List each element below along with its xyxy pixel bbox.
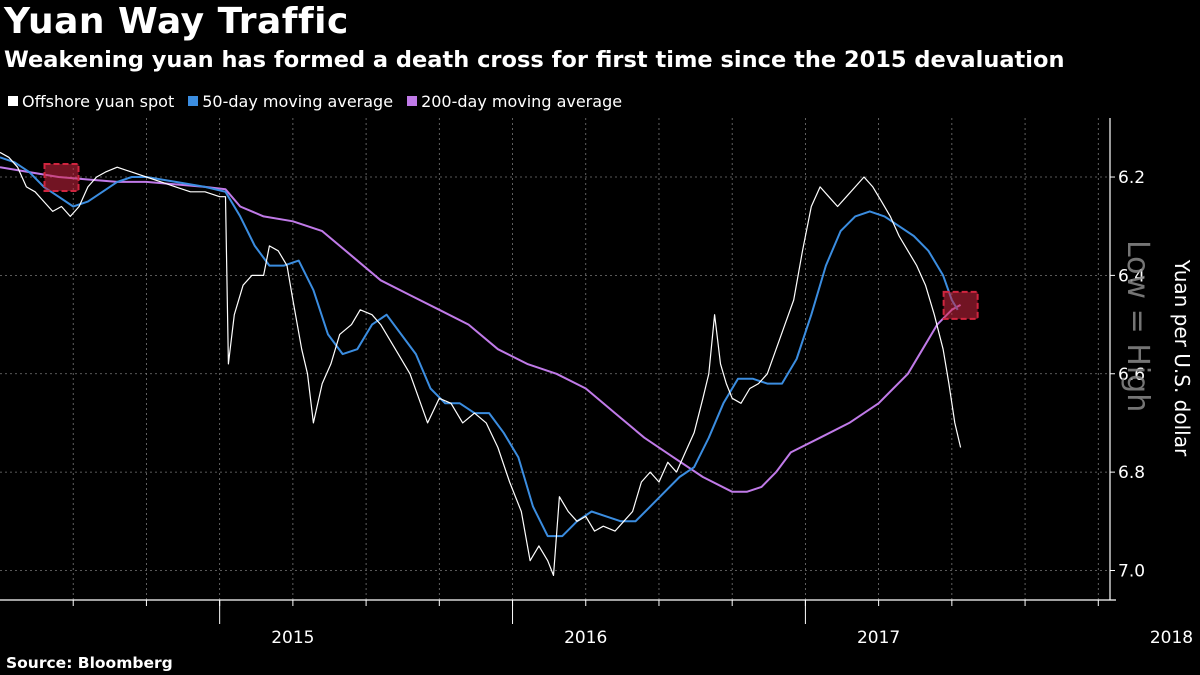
page-subtitle: Weakening yuan has formed a death cross … xyxy=(4,47,1065,73)
x-tick-label: 2018 xyxy=(1150,628,1193,648)
x-tick-label: 2017 xyxy=(857,628,900,648)
x-tick-label: 2015 xyxy=(271,628,314,648)
death-cross-marker-2 xyxy=(942,290,979,320)
legend-label-spot: Offshore yuan spot xyxy=(22,91,175,111)
y-tick-label: 6.4 xyxy=(1118,266,1145,286)
x-tick-label: 2016 xyxy=(564,628,607,648)
page-title: Yuan Way Traffic xyxy=(4,1,349,42)
death-cross-marker-1 xyxy=(43,163,80,193)
series-line-ma50 xyxy=(0,156,959,538)
series-line-ma200 xyxy=(0,166,962,493)
legend: Offshore yuan spot 50-day moving average… xyxy=(8,90,636,112)
legend-item-spot: Offshore yuan spot xyxy=(8,92,174,111)
legend-label-ma200: 200-day moving average xyxy=(421,91,623,111)
legend-swatch-ma50 xyxy=(188,96,199,106)
watermark-text: Low = High xyxy=(1120,240,1155,412)
legend-label-ma50: 50-day moving average xyxy=(202,91,394,111)
y-tick-label: 6.2 xyxy=(1118,168,1145,188)
series-line-spot xyxy=(0,151,962,576)
y-tick-label: 6.8 xyxy=(1118,463,1145,483)
legend-item-ma50: 50-day moving average xyxy=(188,92,393,111)
y-tick-label: 7.0 xyxy=(1118,561,1145,581)
y-axis-title: Yuan per U.S. dollar xyxy=(1170,259,1194,457)
source-note: Source: Bloomberg xyxy=(6,654,173,672)
legend-swatch-ma200 xyxy=(407,96,418,106)
y-tick-label: 6.6 xyxy=(1118,365,1145,385)
legend-item-ma200: 200-day moving average xyxy=(407,92,622,111)
legend-swatch-spot xyxy=(8,96,18,106)
